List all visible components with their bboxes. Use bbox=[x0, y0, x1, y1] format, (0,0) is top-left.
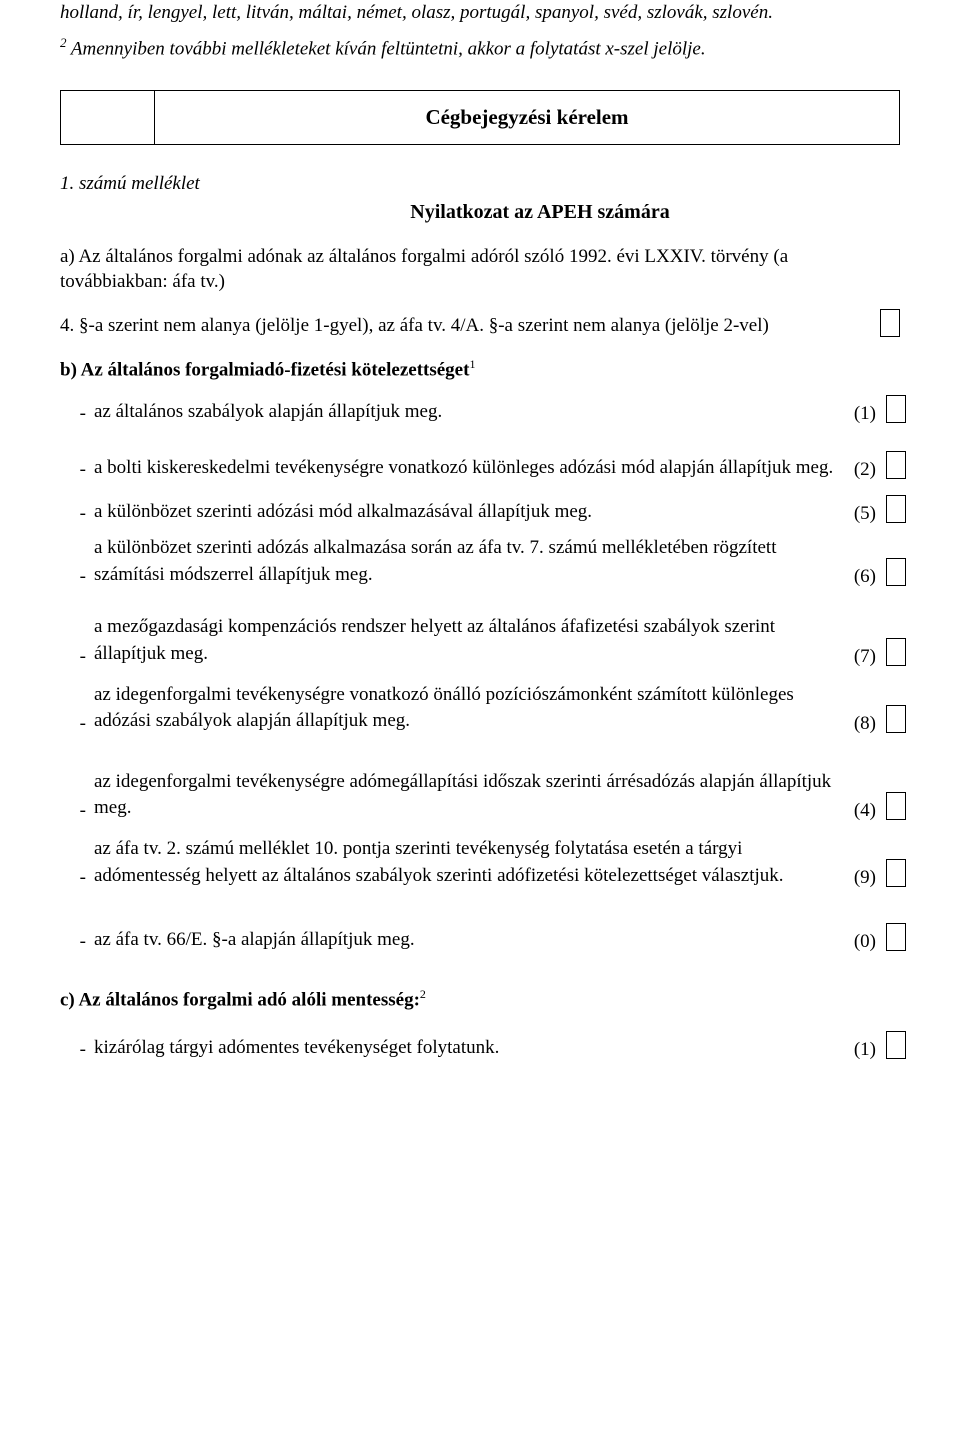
checkbox-item-4[interactable] bbox=[886, 792, 906, 820]
bullet: - bbox=[60, 646, 94, 668]
top-language-list: holland, ír, lengyel, lett, litván, mált… bbox=[60, 0, 900, 26]
bullet: - bbox=[60, 713, 94, 735]
checkbox-item-1[interactable] bbox=[886, 395, 906, 423]
checkbox-item-c1[interactable] bbox=[886, 1031, 906, 1059]
item-number: (1) bbox=[846, 403, 880, 425]
item-number: (8) bbox=[846, 713, 880, 735]
footnote-top: 2 Amennyiben további mellékleteket kíván… bbox=[60, 34, 900, 62]
bullet: - bbox=[60, 931, 94, 953]
list-item: - kizárólag tárgyi adómentes tevékenység… bbox=[60, 1031, 900, 1061]
item-number: (0) bbox=[846, 931, 880, 953]
paragraph-a-4-text: 4. §-a szerint nem alanya (jelölje 1-gye… bbox=[60, 313, 874, 339]
checkbox-item-6[interactable] bbox=[886, 558, 906, 586]
row-4a: 4. §-a szerint nem alanya (jelölje 1-gye… bbox=[60, 309, 900, 339]
section-b-text: b) Az általános forgalmiadó-fizetési köt… bbox=[60, 359, 469, 380]
item-number: (5) bbox=[846, 503, 880, 525]
item-text: az idegenforgalmi tevékenységre adómegál… bbox=[94, 769, 846, 822]
list-item: - a különbözet szerinti adózás alkalmazá… bbox=[60, 535, 900, 588]
title-cell: Cégbejegyzési kérelem bbox=[155, 90, 900, 145]
title-empty-cell bbox=[60, 90, 155, 145]
list-item: - az általános szabályok alapján állapít… bbox=[60, 395, 900, 425]
bullet: - bbox=[60, 1039, 94, 1061]
checkbox-item-2[interactable] bbox=[886, 451, 906, 479]
list-item: - a mezőgazdasági kompenzációs rendszer … bbox=[60, 614, 900, 667]
checkbox-item-8[interactable] bbox=[886, 705, 906, 733]
list-item: - az idegenforgalmi tevékenységre adómeg… bbox=[60, 769, 900, 822]
list-item: - az áfa tv. 66/E. §-a alapján állapítju… bbox=[60, 923, 900, 953]
paragraph-a-lead: a) Az általános forgalmi adónak az által… bbox=[60, 246, 788, 293]
list-item: - a bolti kiskereskedelmi tevékenységre … bbox=[60, 451, 900, 481]
subtitle: Nyilatkozat az APEH számára bbox=[60, 201, 900, 224]
section-b-sup: 1 bbox=[469, 357, 475, 371]
attachment-label: 1. számú melléklet bbox=[60, 173, 900, 195]
bullet: - bbox=[60, 566, 94, 588]
item-text: a különbözet szerinti adózás alkalmazása… bbox=[94, 535, 846, 588]
document-title: Cégbejegyzési kérelem bbox=[425, 105, 628, 130]
checkbox-item-9[interactable] bbox=[886, 859, 906, 887]
item-text: az idegenforgalmi tevékenységre vonatkoz… bbox=[94, 682, 846, 735]
checkbox-item-7[interactable] bbox=[886, 638, 906, 666]
section-b-heading: b) Az általános forgalmiadó-fizetési köt… bbox=[60, 357, 900, 381]
section-c-text: c) Az általános forgalmi adó alóli mente… bbox=[60, 989, 420, 1010]
paragraph-a: a) Az általános forgalmi adónak az által… bbox=[60, 244, 900, 295]
item-text: az áfa tv. 66/E. §-a alapján állapítjuk … bbox=[94, 927, 846, 954]
footnote-top-text: Amennyiben további mellékleteket kíván f… bbox=[67, 38, 706, 59]
bullet: - bbox=[60, 867, 94, 889]
item-number: (4) bbox=[846, 800, 880, 822]
item-text: az általános szabályok alapján állapítju… bbox=[94, 399, 846, 426]
section-c-heading: c) Az általános forgalmi adó alóli mente… bbox=[60, 987, 900, 1011]
bullet: - bbox=[60, 503, 94, 525]
title-row: Cégbejegyzési kérelem bbox=[60, 90, 900, 145]
item-number: (7) bbox=[846, 646, 880, 668]
item-text: az áfa tv. 2. számú melléklet 10. pontja… bbox=[94, 836, 846, 889]
list-item: - az idegenforgalmi tevékenységre vonatk… bbox=[60, 682, 900, 735]
checkbox-4a[interactable] bbox=[880, 309, 900, 337]
bullet: - bbox=[60, 800, 94, 822]
checkbox-item-0[interactable] bbox=[886, 923, 906, 951]
item-number: (9) bbox=[846, 867, 880, 889]
page-container: holland, ír, lengyel, lett, litván, mált… bbox=[0, 0, 960, 1111]
list-item: - a különbözet szerinti adózási mód alka… bbox=[60, 495, 900, 525]
bullet: - bbox=[60, 459, 94, 481]
item-text: kizárólag tárgyi adómentes tevékenységet… bbox=[94, 1035, 846, 1062]
checkbox-item-5[interactable] bbox=[886, 495, 906, 523]
item-number: (1) bbox=[846, 1039, 880, 1061]
bullet: - bbox=[60, 403, 94, 425]
item-number: (2) bbox=[846, 459, 880, 481]
item-number: (6) bbox=[846, 566, 880, 588]
section-c-sup: 2 bbox=[420, 987, 426, 1001]
item-text: a különbözet szerinti adózási mód alkalm… bbox=[94, 499, 846, 526]
list-item: - az áfa tv. 2. számú melléklet 10. pont… bbox=[60, 836, 900, 889]
item-text: a bolti kiskereskedelmi tevékenységre vo… bbox=[94, 455, 846, 482]
item-text: a mezőgazdasági kompenzációs rendszer he… bbox=[94, 614, 846, 667]
